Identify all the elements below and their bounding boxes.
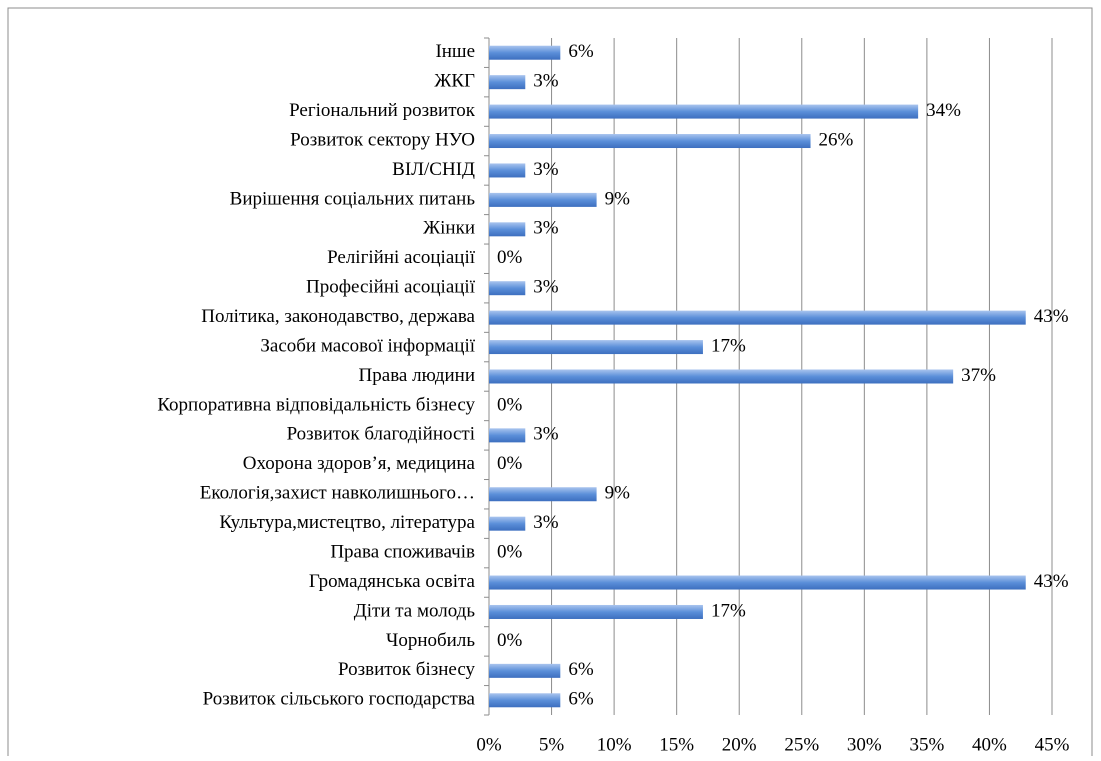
x-tick-label: 0% — [476, 734, 502, 755]
x-tick-label: 30% — [847, 734, 882, 755]
value-label: 3% — [533, 218, 559, 239]
value-label: 34% — [926, 100, 961, 121]
value-label: 17% — [711, 335, 746, 356]
y-tick-label: Вирішення соціальних питань — [230, 188, 476, 209]
bar — [489, 192, 597, 207]
value-label: 0% — [497, 630, 523, 651]
value-label: 26% — [819, 129, 854, 150]
x-tick-label: 35% — [909, 734, 944, 755]
y-tick-label: Інше — [435, 41, 475, 62]
y-tick-label: ЖКГ — [434, 71, 475, 92]
y-tick-label: Професійні асоціації — [306, 277, 476, 298]
value-label: 3% — [533, 277, 559, 298]
x-tick-label: 15% — [659, 734, 694, 755]
y-tick-label: Культура,мистецтво, література — [219, 512, 475, 533]
y-tick-label: Політика, законодавство, держава — [201, 306, 475, 327]
bar — [489, 693, 561, 708]
y-tick-label: Розвиток благодійності — [287, 424, 475, 445]
value-label: 0% — [497, 247, 523, 268]
x-tick-label: 10% — [597, 734, 632, 755]
y-tick-label: Охорона здоров’я, медицина — [243, 453, 476, 474]
value-label: 0% — [497, 394, 523, 415]
value-label: 17% — [711, 600, 746, 621]
y-tick-label: Жінки — [423, 218, 475, 239]
x-tick-label: 45% — [1035, 734, 1070, 755]
y-tick-label: Розвиток бізнесу — [338, 659, 475, 680]
y-tick-label: Права споживачів — [330, 541, 475, 562]
bar — [489, 487, 597, 502]
y-tick-label: Громадянська освіта — [309, 571, 476, 592]
value-label: 9% — [605, 188, 631, 209]
y-tick-label: Розвиток сектору НУО — [290, 129, 475, 150]
bar — [489, 310, 1026, 325]
y-tick-label: Засоби масової інформації — [260, 335, 475, 356]
value-label: 3% — [533, 159, 559, 180]
bar — [489, 428, 526, 443]
bar — [489, 575, 1026, 590]
x-tick-label: 25% — [784, 734, 819, 755]
value-label: 43% — [1034, 306, 1069, 327]
value-label: 6% — [568, 659, 594, 680]
value-label: 6% — [568, 41, 594, 62]
bar — [489, 369, 954, 384]
y-tick-label: ВІЛ/СНІД — [392, 159, 475, 180]
y-tick-label: Екологія,захист навколишнього… — [200, 483, 475, 504]
y-tick-label: Права людини — [359, 365, 475, 386]
x-tick-label: 20% — [722, 734, 757, 755]
y-tick-label: Релігійні асоціації — [327, 247, 476, 268]
bar — [489, 45, 561, 60]
value-label: 43% — [1034, 571, 1069, 592]
bar — [489, 222, 526, 237]
value-label: 9% — [605, 483, 631, 504]
bar — [489, 516, 526, 531]
x-tick-label: 40% — [972, 734, 1007, 755]
bar — [489, 163, 526, 178]
value-label: 3% — [533, 71, 559, 92]
value-label: 6% — [568, 689, 594, 710]
y-tick-label: Чорнобиль — [386, 630, 475, 651]
bar — [489, 663, 561, 678]
frame — [7, 7, 1093, 761]
y-tick-label: Розвиток сільського господарства — [203, 689, 476, 710]
y-tick-label: Діти та молодь — [354, 600, 476, 621]
value-label: 3% — [533, 512, 559, 533]
bar — [489, 75, 526, 90]
bar — [489, 604, 703, 619]
value-label: 0% — [497, 541, 523, 562]
y-tick-label: Регіональний розвиток — [289, 100, 476, 121]
value-label: 37% — [961, 365, 996, 386]
bar — [489, 340, 703, 355]
y-tick-label: Корпоративна відповідальність бізнесу — [157, 394, 475, 415]
bar — [489, 281, 526, 296]
bar — [489, 104, 919, 119]
bar — [489, 134, 811, 149]
value-label: 3% — [533, 424, 559, 445]
x-tick-label: 5% — [539, 734, 565, 755]
value-label: 0% — [497, 453, 523, 474]
